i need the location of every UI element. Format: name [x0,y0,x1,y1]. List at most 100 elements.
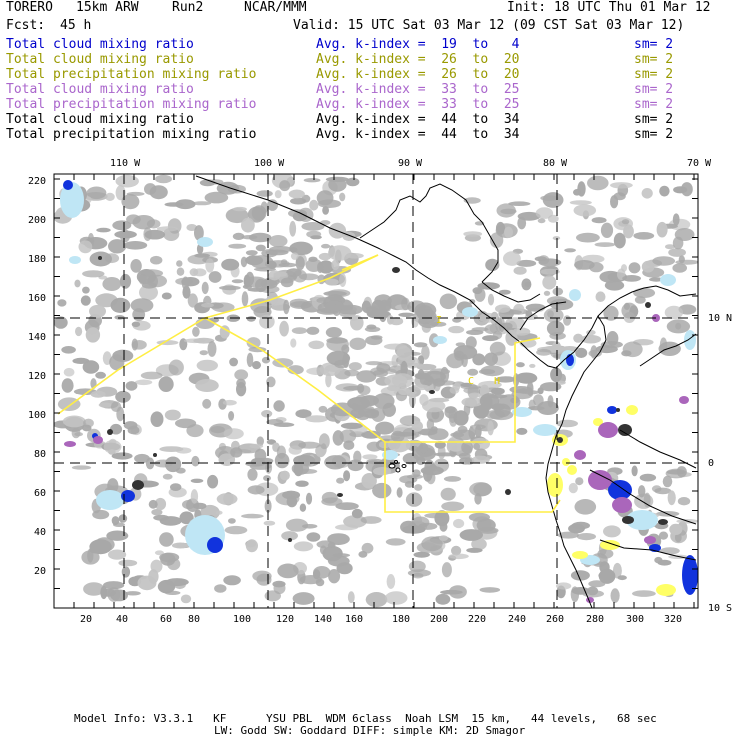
cloud-blob [95,293,118,308]
map-annotation-h: H [494,376,500,387]
cloud-blob [286,495,298,508]
cloud-blob [373,393,395,409]
x-tick: 200 [430,614,449,625]
cloud-blob [231,279,244,284]
cloud-blob [669,523,683,536]
cloud-blob [639,473,657,482]
cloud-blob [412,469,421,478]
cloud-blob [132,308,146,322]
cloud-blob [89,304,106,318]
cloud-blob [92,509,110,520]
cloud-blob [100,588,116,597]
cloud-blob [326,337,348,344]
cloud-blob [201,302,214,308]
cloud-blob [392,373,414,389]
dark-cloud [132,480,144,490]
cloud-blob [81,550,100,565]
cloud-blob [335,502,359,510]
x-tick: 300 [626,614,645,625]
cloud-blob [57,299,67,307]
cloud-blob [396,346,412,361]
cloud-blob [439,293,458,310]
cloud-blob [347,459,364,472]
cloud-blob [537,401,559,415]
cloud-blob [261,410,273,418]
cloud-blob [465,336,477,349]
cloud-blob [290,252,299,260]
cloud-blob [268,270,281,281]
cloud-blob [348,362,362,371]
cloud-blob [448,408,457,423]
cloud-blob [241,217,255,233]
purple-cloud [64,441,76,447]
cloud-blob [140,269,164,278]
cloud-blob [372,482,392,499]
cloud-blob [90,390,106,398]
cloud-blob [542,192,564,208]
boundary-lines-yellow [57,254,561,513]
cloud-blob [309,199,319,211]
cloud-blob [115,185,126,201]
cloud-blob [575,347,588,358]
dark-cloud [288,538,292,542]
cloud-blob [236,378,246,388]
cloud-blob [672,263,687,273]
cloud-blob [448,553,469,560]
cloud-blob [121,194,140,210]
lat-lon-grid [54,174,698,608]
cloud-blob [447,436,465,452]
cloud-blob [223,428,244,440]
cloud-blob [461,441,473,454]
cloud-blob [449,386,460,394]
cloud-blob [600,222,614,238]
cloud-blob [279,180,291,192]
cloud-blob [485,258,500,272]
cloud-blob [678,255,685,264]
fir-boundary [384,442,561,513]
cloud-blob [386,574,396,589]
cloud-field-blue [63,180,698,595]
cloud-blob [633,232,655,240]
cloud-blob [119,273,132,289]
cloud-blob [339,429,357,443]
cloud-blob [298,441,321,449]
cloud-blob [325,300,344,312]
cloud-blob [130,259,142,273]
cloud-blob [504,226,513,238]
cloud-blob [299,503,307,512]
cloud-blob [378,299,391,312]
cloud-blob [594,242,616,248]
dark-cloud [616,408,620,412]
x-tick: 80 [188,614,201,625]
cloud-blob [290,338,297,348]
cloud-blob [143,227,152,242]
cloud-blob [201,281,209,295]
cloud-blob [159,552,180,563]
dark-cloud [618,424,632,436]
cloud-blob [264,296,284,304]
cloud-blob [474,287,486,302]
cloud-blob [295,480,309,487]
cloud-blob [375,421,395,435]
cloud-blob [652,256,676,266]
cloud-blob [324,455,347,470]
cloud-blob [288,189,305,199]
cloud-blob [656,221,668,238]
cloud-blob [102,277,122,291]
cloud-blob [106,530,129,541]
cloud-blob [241,291,249,307]
cloud-blob [516,427,528,435]
cloud-blob [108,239,127,254]
fcst-label: Fcst: [6,18,46,33]
cloud-blob [568,523,585,534]
cloud-blob [591,217,607,224]
cloud-blob [529,363,536,368]
cloud-blob [667,490,676,506]
cloud-blob [131,321,141,328]
cloud-blob [159,446,184,452]
cloud-blob [182,285,191,299]
cloud-blob [668,248,686,257]
cloud-blob [274,190,282,199]
cloud-blob [83,418,94,428]
cloud-blob [517,216,527,230]
